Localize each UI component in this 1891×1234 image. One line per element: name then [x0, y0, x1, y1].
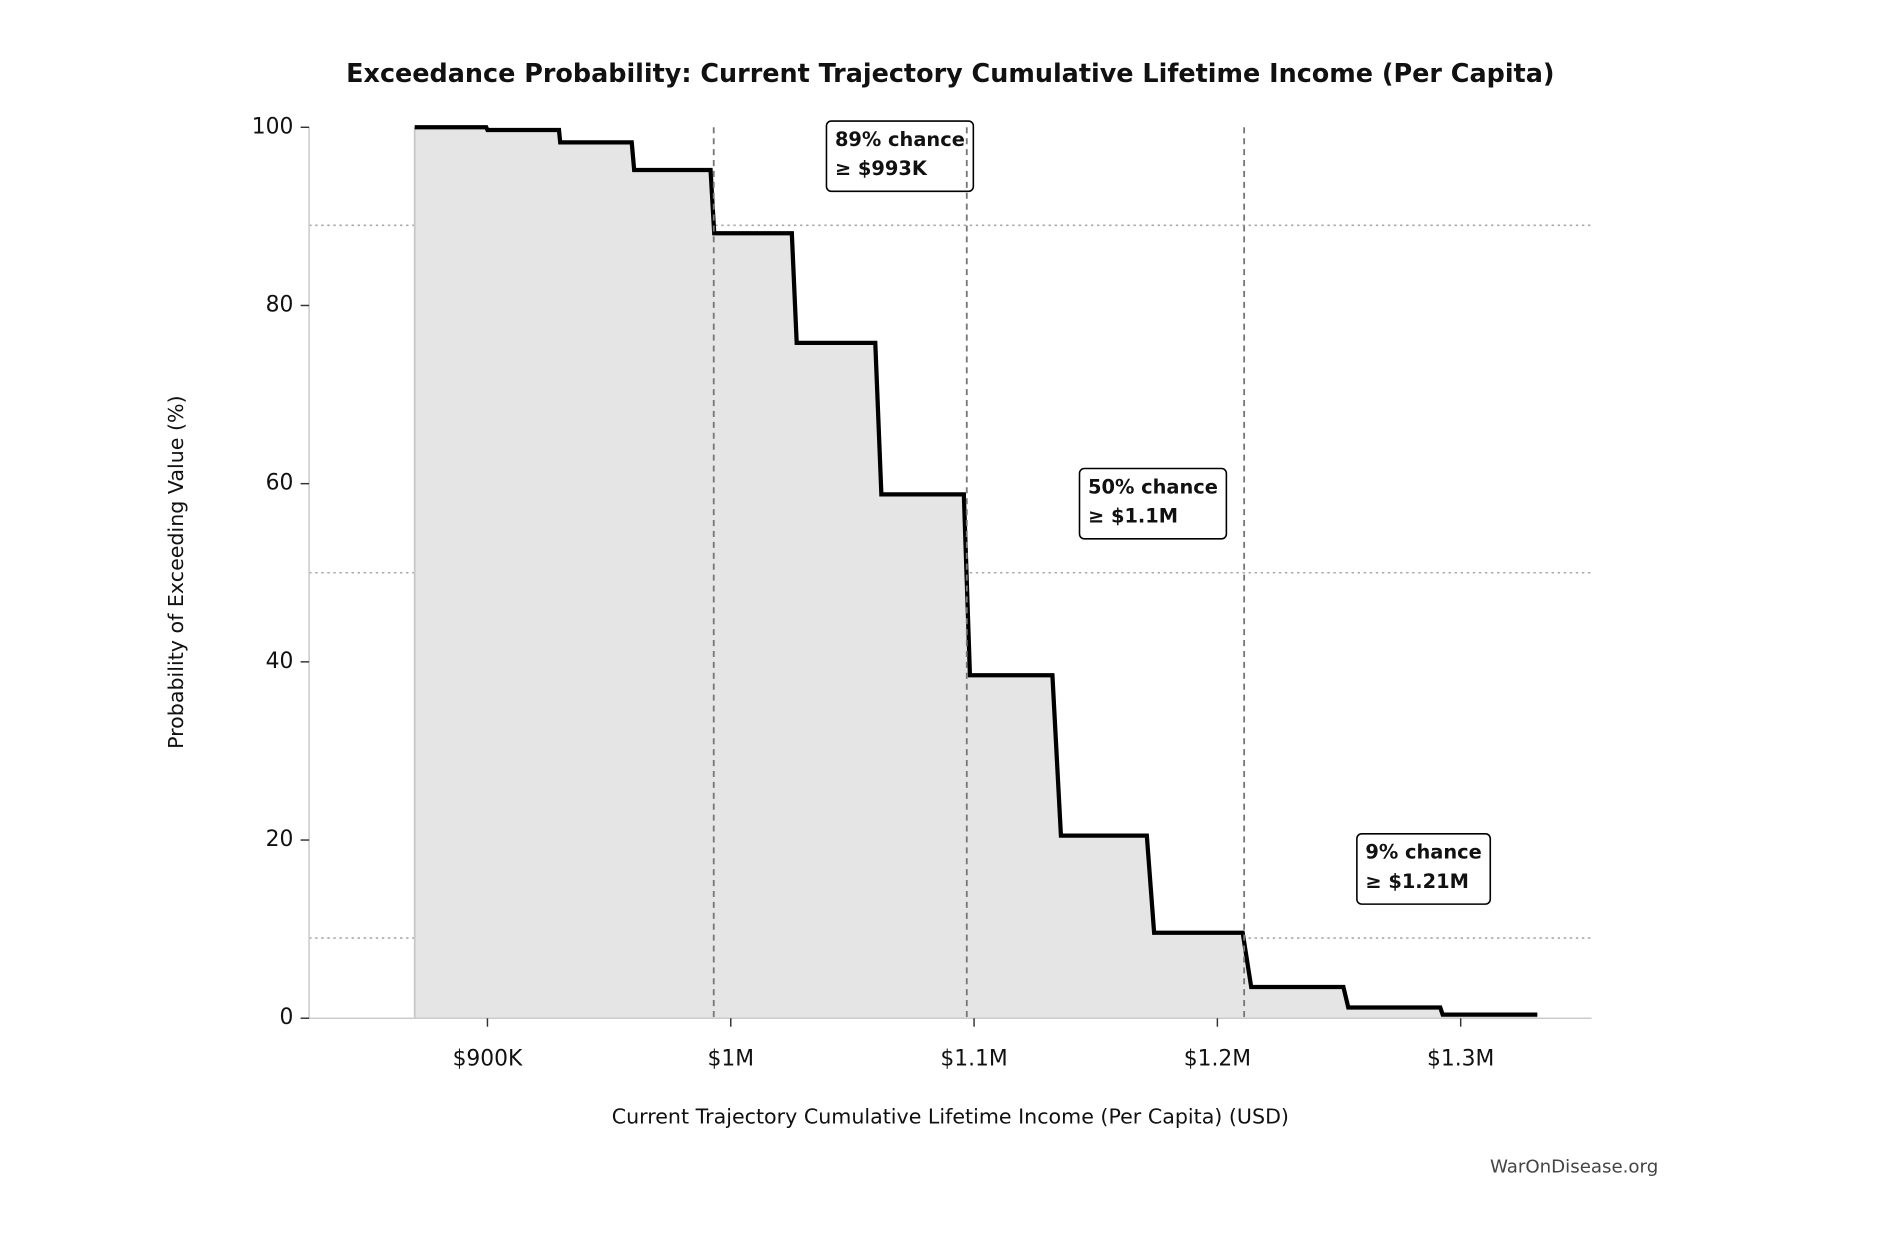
- annotation-text: ≥ $1.1M: [1088, 505, 1178, 528]
- x-axis-label: Current Trajectory Cumulative Lifetime I…: [612, 1105, 1289, 1129]
- y-tick-label: 40: [266, 649, 294, 674]
- x-tick-label: $1.1M: [940, 1046, 1007, 1071]
- exceedance-line: [414, 125, 1538, 1017]
- y-tick-label: 100: [252, 114, 294, 139]
- x-tick-label: $1.2M: [1184, 1046, 1251, 1071]
- x-tick-label: $900K: [453, 1046, 523, 1071]
- watermark: WarOnDisease.org: [1490, 1156, 1658, 1177]
- annotation-text: 50% chance: [1088, 475, 1218, 498]
- y-tick-label: 60: [266, 471, 294, 496]
- annotation-text: ≥ $993K: [835, 157, 928, 180]
- y-tick-label: 80: [266, 292, 294, 317]
- annotation-text: 89% chance: [835, 128, 965, 151]
- chart-title: Exceedance Probability: Current Trajecto…: [346, 59, 1554, 89]
- area-fill: [414, 127, 1538, 1019]
- annotation-text: 9% chance: [1365, 841, 1481, 864]
- annotation-text: ≥ $1.21M: [1365, 870, 1469, 893]
- annotation-box: [1078, 467, 1228, 540]
- plot-area: 89% chance ≥ $993K 50% chance ≥ $1.1M 9% cha…: [252, 114, 1592, 1071]
- x-tick-label: $1.3M: [1427, 1046, 1494, 1071]
- y-tick-label: 20: [266, 827, 294, 852]
- y-tick-label: 0: [279, 1005, 293, 1030]
- annotation-box: [825, 120, 975, 193]
- x-tick-label: $1M: [707, 1046, 754, 1071]
- y-axis-label: Probability of Exceeding Value (%): [164, 395, 188, 749]
- annotation-box: [1356, 833, 1492, 905]
